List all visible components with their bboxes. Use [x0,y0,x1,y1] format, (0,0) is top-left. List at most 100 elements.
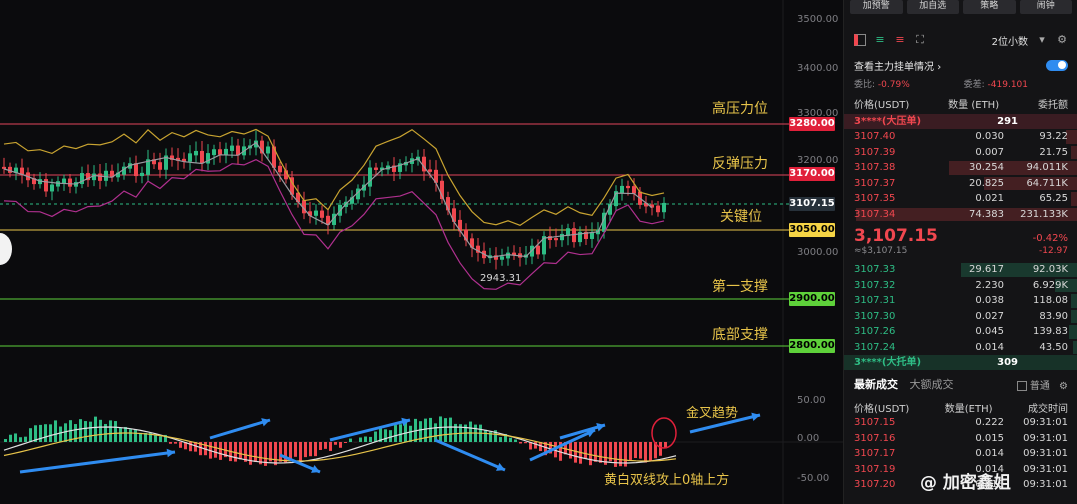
macd-bar [299,442,302,462]
candlestick-chart[interactable] [0,0,843,504]
macd-bar [339,442,342,448]
candle-body [218,149,222,155]
trade-row: 3107.17 0.014 09:31:01 [844,446,1077,462]
bollinger-lower [3,158,665,290]
macd-bar [664,442,667,449]
trade-row: 3107.20 0.013 09:31:01 [844,477,1077,493]
main-orders-link[interactable]: 查看主力挂单情况 [854,61,934,73]
bid-row[interactable]: 3107.24 0.014 43.50 [844,340,1077,356]
macd-bar [329,442,332,451]
arrow-head [496,462,505,471]
candle-body [134,163,138,177]
bid-row[interactable]: 3107.31 0.038 118.08 [844,293,1077,309]
order-price: 3107.24 [854,341,896,353]
candle-body [584,231,588,239]
bid-row[interactable]: 3107.30 0.027 83.90 [844,309,1077,325]
bid-row[interactable]: 3107.26 0.045 139.83 [844,324,1077,340]
macd-bar [514,439,517,442]
tab-latest-trades[interactable]: 最新成交 [854,378,898,391]
macd-bar [364,436,367,442]
tab-large-trades[interactable]: 大额成交 [909,378,954,391]
axis-label: -50.00 [797,473,830,484]
depth-bar [1070,294,1077,308]
candle-body [536,245,540,255]
chevron-right-icon[interactable]: › [937,61,942,73]
chart-handle[interactable] [0,233,12,265]
main-orders-row: 查看主力挂单情况 › [844,54,1077,76]
bid-row[interactable]: 3107.33 29.617 92.03K [844,262,1077,278]
order-amt: 92.03K [1032,264,1068,275]
strategy-button[interactable]: 策略 [963,0,1016,14]
add-alert-button[interactable]: 加预警 [850,0,903,14]
macd-dif-line [3,426,677,464]
ask-row[interactable]: 3107.35 0.021 65.25 [844,191,1077,207]
ask-row[interactable]: 3107.38 30.254 94.011K [844,160,1077,176]
order-amt: 231.133K [1020,208,1068,220]
macd-bar [404,422,407,442]
macd-bar [269,442,272,462]
trade-row: 3107.19 0.014 09:31:01 [844,462,1077,478]
order-qty: 0.030 [975,131,1004,142]
candle-body [62,178,66,184]
order-amt: 83.90 [1039,310,1068,322]
both-sides-view-icon[interactable] [854,34,866,46]
macd-bar [179,442,182,448]
macd-bar [574,442,577,463]
bid-banner-value: 309 [997,357,1018,368]
candle-body [200,150,204,164]
macd-bar [59,426,62,442]
order-amt: 21.75 [1039,146,1068,158]
candle-body [296,192,300,203]
macd-bar [429,417,432,442]
order-qty: 0.027 [975,310,1004,322]
chevron-down-icon[interactable]: ▾ [1039,33,1045,46]
macd-bar [589,442,592,466]
ask-row[interactable]: 3107.39 0.007 21.75 [844,145,1077,161]
bids-only-view-icon[interactable]: ≡ [875,33,885,46]
macd-bar [184,442,187,450]
main-orders-toggle[interactable] [1046,59,1068,71]
candle-body [380,167,384,170]
ask-row[interactable]: 3107.34 74.383 231.133K [844,207,1077,223]
precision-select[interactable]: 2位小数 [991,36,1028,48]
candle-body [542,236,546,255]
asks-only-view-icon[interactable]: ≡ [895,33,905,46]
top-button-row: 加预警 加自选 策略 闹钟 [844,0,1077,14]
alarm-button[interactable]: 闹钟 [1019,0,1072,14]
order-qty: 29.617 [969,264,1004,275]
axis-label: 3300.00 [797,108,839,119]
col-qty[interactable]: 数量 (ETH) [948,99,1000,111]
macd-bar [154,434,157,442]
col-amount[interactable]: 委托额 [1038,99,1068,111]
filter-checkbox[interactable] [1016,380,1027,391]
order-amt: 43.50 [1039,341,1068,353]
axis-label: 0.00 [797,433,820,444]
candle-body [446,197,450,211]
ask-row[interactable]: 3107.40 0.030 93.22 [844,129,1077,145]
candle-body [98,173,102,181]
order-amt: 64.711K [1026,177,1068,189]
order-amt: 93.22 [1039,131,1068,142]
macd-bar [534,442,537,449]
cross-highlight-circle [651,417,677,449]
trade-list: 3107.15 0.222 09:31:01 3107.16 0.015 09:31:01… [844,415,1077,493]
candle-body [554,238,558,241]
fullscreen-icon[interactable]: ⛶ [916,33,924,46]
chart-area[interactable]: 3500.00 3400.00 3300.00 3200.00 3000.00 … [0,0,843,504]
trend-arrow [19,450,176,474]
candle-body [188,153,192,162]
filter-label[interactable]: 普通 [1029,380,1050,392]
macd-bar [539,442,542,452]
order-price: 3107.32 [854,279,896,291]
add-watchlist-button[interactable]: 加自选 [906,0,959,14]
price-tag-3280: 3280.00 [789,117,835,131]
gear-icon[interactable]: ⚙ [1059,380,1068,392]
macd-bar [609,442,612,462]
trade-price: 3107.17 [854,448,896,459]
macd-bar [99,419,102,442]
trades-header: 价格(USDT) 数量(ETH) 成交时间 [844,399,1077,415]
candle-body [8,166,12,173]
gear-icon[interactable]: ⚙ [1057,33,1067,46]
ask-row[interactable]: 3107.37 20.825 64.711K [844,176,1077,192]
bid-row[interactable]: 3107.32 2.230 6.929K [844,278,1077,294]
